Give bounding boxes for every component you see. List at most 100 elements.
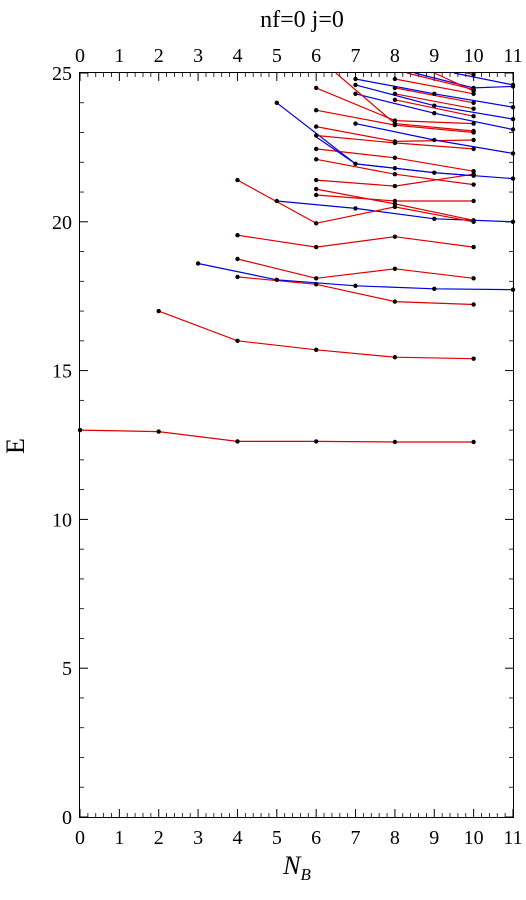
data-point — [432, 170, 437, 175]
series-line-4 — [237, 234, 474, 248]
x-tick-label-top: 11 — [503, 45, 522, 67]
data-point — [314, 157, 319, 162]
data-point — [432, 286, 437, 291]
y-tick-label: 5 — [62, 658, 72, 680]
series-line-2 — [237, 276, 474, 306]
series-line-31 — [434, 72, 474, 92]
data-point — [471, 146, 476, 152]
data-point — [392, 266, 398, 271]
y-tick-label: 0 — [62, 807, 72, 829]
data-point — [510, 82, 516, 88]
data-point — [471, 356, 476, 361]
data-point — [471, 137, 476, 143]
data-point — [235, 177, 240, 183]
data-point — [235, 256, 240, 262]
data-point — [195, 261, 201, 266]
data-point — [432, 111, 437, 116]
series-line-0 — [79, 429, 474, 443]
x-tick-label-bottom: 6 — [311, 827, 321, 849]
chart-title: nf=0 j=0 — [260, 7, 344, 33]
data-point — [314, 282, 319, 287]
data-point — [471, 106, 476, 111]
x-tick-label-bottom: 10 — [464, 827, 484, 849]
x-tick-label-bottom: 9 — [429, 827, 439, 849]
data-point — [510, 127, 516, 132]
series-line-22 — [394, 93, 474, 110]
data-point — [471, 173, 476, 178]
series-line-30 — [453, 72, 514, 86]
x-tick-label-top: 6 — [311, 45, 321, 67]
data-point — [274, 277, 279, 282]
x-tick-label-top: 0 — [75, 45, 85, 67]
data-point — [353, 206, 358, 211]
data-point — [314, 186, 319, 192]
data-point — [471, 121, 476, 126]
data-point — [235, 338, 240, 343]
series-line-12 — [316, 158, 474, 186]
data-point — [392, 439, 398, 445]
x-tick-label-top: 9 — [429, 45, 439, 67]
x-tick-label-bottom: 0 — [75, 827, 85, 849]
data-point — [392, 121, 398, 126]
data-point — [392, 201, 398, 207]
data-point — [392, 166, 398, 171]
x-tick-label-bottom: 2 — [154, 827, 164, 849]
data-point — [392, 97, 398, 103]
y-tick-label: 20 — [52, 212, 72, 234]
data-point — [510, 176, 516, 181]
data-point — [432, 216, 437, 221]
data-points — [77, 72, 516, 445]
x-axis-label-main: N — [282, 851, 302, 880]
data-point — [353, 91, 358, 97]
data-point — [471, 169, 476, 174]
data-point — [156, 308, 161, 314]
data-point — [510, 116, 516, 122]
data-point — [392, 183, 398, 189]
y-axis-label: E — [1, 438, 30, 454]
data-point — [471, 244, 476, 250]
data-point — [392, 155, 398, 160]
data-point — [392, 139, 398, 144]
data-point — [235, 274, 240, 280]
data-point — [471, 100, 476, 106]
x-tick-label-top: 8 — [390, 45, 400, 67]
data-point — [274, 100, 279, 106]
data-point — [314, 221, 319, 226]
x-tick-label-top: 5 — [272, 45, 282, 67]
x-tick-label-bottom: 5 — [272, 827, 282, 849]
data-point — [314, 124, 319, 129]
data-point — [353, 82, 358, 88]
data-point — [471, 439, 476, 445]
x-tick-label-bottom: 1 — [114, 827, 124, 849]
x-tick-label-top: 10 — [464, 45, 484, 67]
data-point — [471, 182, 476, 187]
data-point — [353, 76, 358, 82]
x-tick-label-top: 1 — [114, 45, 124, 67]
data-point — [432, 91, 437, 97]
series-line-21 — [394, 99, 474, 117]
data-point — [510, 105, 516, 110]
data-point — [156, 429, 161, 434]
data-point — [392, 85, 398, 91]
series-line-7 — [237, 179, 474, 224]
x-axis-label: NB — [282, 851, 311, 884]
data-point — [314, 177, 319, 183]
x-tick-label-bottom: 8 — [390, 827, 400, 849]
y-tick-label: 15 — [52, 361, 72, 383]
data-point — [235, 233, 240, 238]
y-tick-label: 10 — [52, 509, 72, 531]
series-line-3 — [237, 258, 474, 279]
data-point — [314, 146, 319, 152]
data-point — [432, 103, 437, 108]
data-point — [353, 161, 358, 166]
data-point — [314, 347, 319, 352]
data-point — [392, 91, 398, 97]
x-tick-label-bottom: 7 — [351, 827, 361, 849]
data-point — [392, 299, 398, 304]
data-point — [471, 302, 476, 307]
series-line-29 — [406, 72, 474, 90]
data-point — [510, 151, 516, 156]
data-point — [471, 72, 476, 77]
data-point — [235, 439, 240, 444]
x-tick-label-bottom: 4 — [232, 827, 242, 849]
